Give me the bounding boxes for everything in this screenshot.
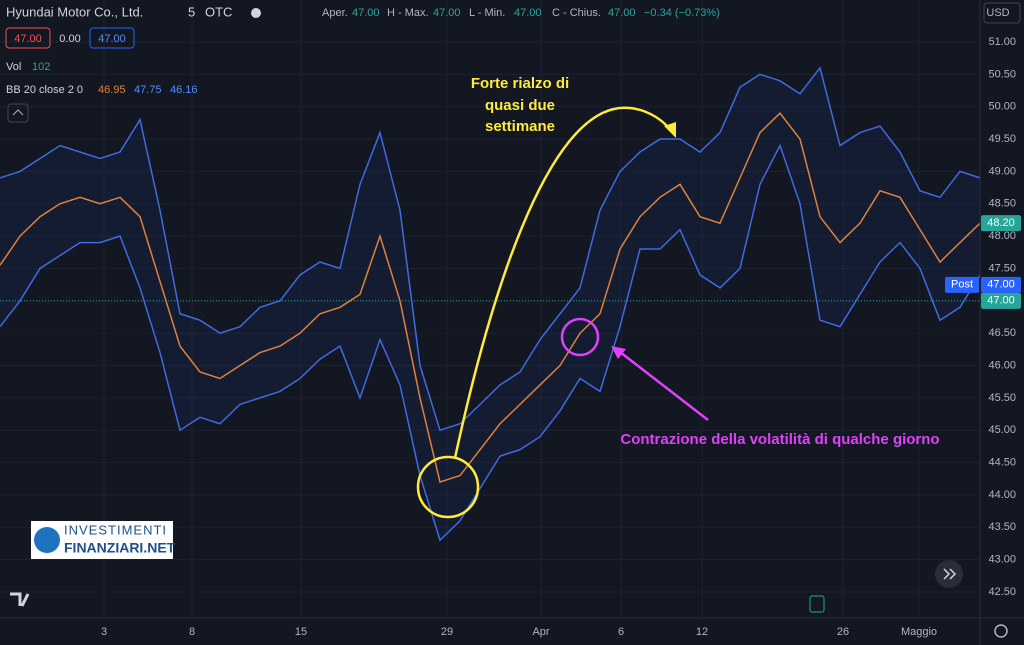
price-label-box: [945, 276, 979, 293]
exchange: OTC: [205, 4, 232, 19]
annotation: settimane: [485, 118, 555, 135]
price-label-box: [981, 215, 1021, 232]
y-tick-label: 49.50: [988, 133, 1016, 145]
spread: 0.00: [59, 33, 80, 45]
x-tick-label: 29: [441, 626, 453, 638]
sell-button[interactable]: [5, 27, 51, 49]
price-label: 47.00: [987, 295, 1015, 307]
y-tick-label: 46.00: [988, 359, 1016, 371]
y-tick-label: 51.00: [988, 36, 1016, 48]
line-series: [0, 66, 981, 432]
x-tick-label: 15: [295, 626, 307, 638]
highlight-circle: [560, 317, 600, 357]
y-tick-label: 50.00: [988, 101, 1016, 113]
x-tick-label: 26: [837, 626, 849, 638]
y-tick-label: 42.50: [988, 586, 1016, 598]
logo-icon: [34, 527, 60, 553]
plot: [0, 66, 981, 542]
y-tick-label: 48.50: [988, 198, 1016, 210]
y-tick-label: 48.00: [988, 230, 1016, 242]
status-dot: [251, 8, 261, 18]
arrow: [453, 106, 674, 459]
high-label: H - Max.: [387, 7, 429, 19]
open-value: 47.00: [352, 7, 380, 19]
earnings-marker[interactable]: [809, 595, 825, 613]
logo-text: FINANZIARI.NET: [64, 540, 176, 556]
line-series: [0, 112, 981, 483]
logo-text: INVESTIMENTI: [64, 522, 167, 537]
close-value: 47.00: [608, 7, 636, 19]
price-label-box: [981, 276, 1021, 293]
price-label: 48.20: [987, 217, 1015, 229]
bb-lower: 46.16: [170, 84, 198, 96]
x-tick-label: 3: [101, 626, 107, 638]
symbol: Hyundai Motor Co., Ltd.: [6, 4, 143, 19]
x-tick-label: Apr: [532, 626, 549, 638]
y-tick-label: 45.00: [988, 424, 1016, 436]
y-tick-label: 44.00: [988, 489, 1016, 501]
close-label: C - Chius.: [552, 7, 601, 19]
y-tick-label: 47.50: [988, 262, 1016, 274]
axes: 42.50 43.00 43.50 44.00 44.50 45.00 45.50 46.00…: [101, 36, 1021, 638]
bb-label: BB 20 close 2 0: [6, 84, 83, 96]
low-label: L - Min.: [469, 7, 505, 19]
low-value: 47.00: [514, 7, 542, 19]
price-label-box: [981, 292, 1021, 309]
y-tick-label: 43.00: [988, 554, 1016, 566]
bb-basis: 46.95: [98, 84, 126, 96]
change: −0.34 (−0.73%): [644, 7, 720, 19]
settings-icon[interactable]: [994, 624, 1008, 638]
y-tick-label: 44.50: [988, 456, 1016, 468]
y-tick-label: 45.50: [988, 392, 1016, 404]
highlight-circle: [416, 455, 480, 519]
y-tick-label: 49.00: [988, 165, 1016, 177]
scroll-icon[interactable]: [943, 568, 957, 580]
annotation: Forte rialzo di: [471, 75, 569, 92]
buy-button[interactable]: [89, 27, 135, 49]
tv-logo: [10, 592, 30, 607]
buy-price[interactable]: 47.00: [98, 33, 126, 45]
vol-value: 102: [32, 61, 50, 73]
arrow-head: [611, 346, 626, 359]
x-tick-label: 12: [696, 626, 708, 638]
bb-upper: 47.75: [134, 84, 162, 96]
currency[interactable]: USD: [986, 7, 1009, 19]
band-fill: [0, 67, 980, 541]
high-value: 47.00: [433, 7, 461, 19]
collapse-icon[interactable]: [12, 109, 24, 116]
arrow: [619, 351, 709, 421]
annotation: Contrazione della volatilità di qualche …: [620, 431, 939, 448]
collapse-button[interactable]: [7, 103, 29, 123]
arrow-head: [664, 122, 676, 138]
x-tick-label: 8: [189, 626, 195, 638]
vol-label: Vol: [6, 61, 21, 73]
open-label: Aper.: [322, 7, 348, 19]
price-label-name: Post: [951, 279, 973, 291]
sell-price[interactable]: 47.00: [14, 33, 42, 45]
price-label: 47.00: [987, 279, 1015, 291]
y-tick-label: 46.50: [988, 327, 1016, 339]
x-tick-label: 6: [618, 626, 624, 638]
annotation: quasi due: [485, 97, 555, 114]
interval: 5: [188, 4, 195, 19]
currency-button[interactable]: [983, 2, 1021, 24]
y-tick-label: 50.50: [988, 68, 1016, 80]
y-tick-label: 43.50: [988, 521, 1016, 533]
x-tick-label: Maggio: [901, 626, 937, 638]
